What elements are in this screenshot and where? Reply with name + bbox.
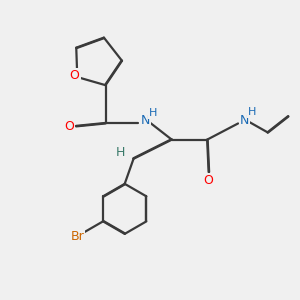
Text: N: N xyxy=(240,114,249,127)
Text: H: H xyxy=(116,146,125,159)
Text: O: O xyxy=(69,69,79,82)
Text: H: H xyxy=(248,107,256,117)
Text: Br: Br xyxy=(70,230,84,243)
Text: O: O xyxy=(204,174,214,188)
Text: N: N xyxy=(141,114,150,127)
Text: H: H xyxy=(149,108,158,118)
Text: O: O xyxy=(64,120,74,133)
